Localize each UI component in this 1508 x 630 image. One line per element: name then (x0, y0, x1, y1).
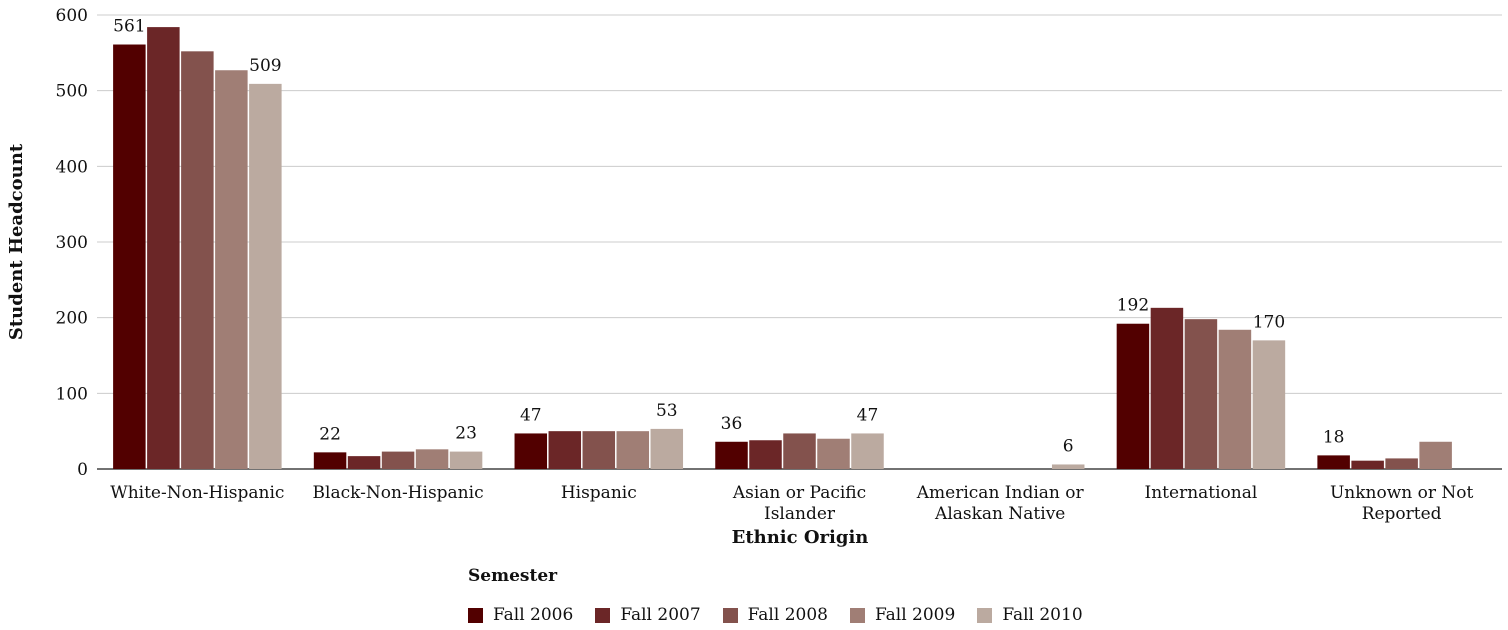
bar (1184, 319, 1218, 469)
data-label: 561 (113, 17, 145, 37)
gridlines (97, 14, 1502, 470)
x-category-label: Black-Non-Hispanic (313, 483, 484, 503)
bar (548, 431, 582, 469)
data-label: 23 (455, 424, 477, 444)
x-category-label: International (1145, 483, 1258, 503)
data-label: 192 (1117, 296, 1149, 316)
bar (1218, 329, 1252, 469)
data-label: 36 (721, 414, 743, 434)
bar (147, 27, 180, 470)
data-label: 6 (1063, 436, 1074, 456)
bar (749, 440, 782, 469)
legend-item: Fall 2010 (977, 605, 1083, 625)
bar (514, 433, 548, 469)
y-tick-label: 300 (56, 233, 88, 253)
y-tick-label: 500 (56, 82, 88, 102)
bar (215, 70, 248, 469)
x-category-label: White-Non-Hispanic (110, 483, 284, 503)
bar (582, 431, 616, 469)
data-label: 47 (857, 405, 879, 425)
bar (347, 456, 381, 469)
x-axis-title: Ethnic Origin (732, 527, 869, 548)
legend-title: Semester (468, 566, 558, 586)
bar (1116, 323, 1150, 469)
bar (1385, 458, 1418, 469)
x-axis-categories: White-Non-Hispanic Black-Non-Hispanic Hisp… (110, 483, 1473, 524)
legend-label: Fall 2009 (874, 605, 956, 625)
data-label: 22 (319, 424, 341, 444)
legend-label: Fall 2010 (1002, 605, 1083, 625)
bar (449, 451, 483, 469)
legend-swatch (468, 607, 483, 623)
bar (249, 83, 282, 470)
bar (650, 428, 684, 469)
y-tick-label: 100 (56, 384, 88, 404)
bar (1419, 441, 1452, 469)
bar (616, 431, 650, 469)
data-label: 18 (1323, 427, 1345, 447)
legend-label: Fall 2007 (620, 605, 701, 625)
bar (1351, 460, 1384, 469)
legend-swatch (595, 607, 611, 623)
legend-swatch (977, 607, 993, 623)
y-tick-label: 400 (56, 157, 88, 177)
data-label: 47 (520, 405, 542, 425)
legend-label: Fall 2008 (747, 605, 828, 625)
bar (313, 452, 347, 469)
bar (783, 433, 816, 469)
bar (817, 438, 850, 469)
y-tick-label: 600 (56, 6, 88, 26)
legend-item: Fall 2006 (468, 605, 573, 625)
data-label: 509 (249, 56, 281, 76)
y-axis-ticks: 0 100 200 300 400 500 600 (56, 6, 88, 480)
bar (1150, 307, 1184, 469)
x-category-label: Hispanic (561, 483, 637, 503)
bar (113, 44, 146, 469)
y-tick-label: 0 (77, 460, 88, 480)
legend-item: Fall 2008 (722, 605, 828, 625)
bar (1317, 455, 1350, 469)
bar (851, 433, 884, 469)
x-category-label: American Indian or Alaskan Native (916, 483, 1085, 524)
bar (181, 51, 214, 469)
legend-item: Fall 2007 (595, 605, 701, 625)
y-tick-label: 200 (56, 309, 88, 329)
x-category-label: Asian or Pacific Islander (732, 483, 866, 524)
data-label: 53 (656, 401, 678, 421)
bar (415, 449, 449, 469)
legend-item: Fall 2009 (849, 605, 956, 625)
legend-swatch (849, 607, 865, 623)
x-category-label: Unknown or Not Reported (1330, 483, 1474, 524)
data-label: 170 (1253, 312, 1285, 332)
bar (1252, 340, 1286, 469)
legend-swatch (722, 607, 738, 623)
bar (381, 451, 415, 469)
legend-label: Fall 2006 (493, 605, 574, 625)
legend: Fall 2006 Fall 2007 Fall 2008 Fall 2009 Fall… (468, 605, 1105, 625)
data-labels: 561 509 22 23 47 53 36 47 6 192 170 18 (113, 17, 1344, 457)
bar (1051, 464, 1085, 469)
y-axis-title: Student Headcount (6, 143, 27, 340)
bar (715, 441, 748, 469)
bars (113, 27, 1452, 470)
